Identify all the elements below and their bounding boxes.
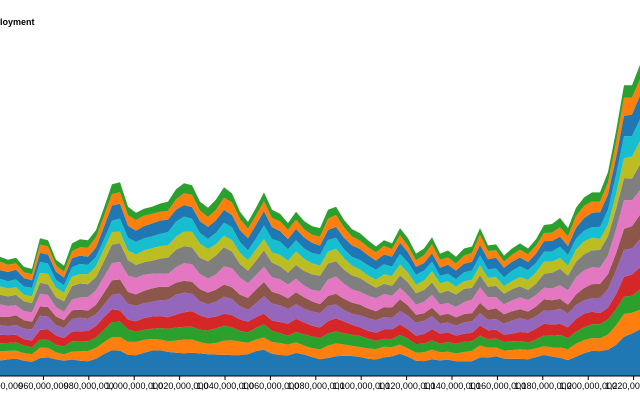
area-series-12 [0,79,640,281]
x-tick-label: 1,100,000,000 [332,381,390,391]
x-tick-label: 1,120,000,000 [378,381,436,391]
area-series-11 [0,95,640,288]
x-tick-label: 1,020,000,000 [151,381,209,391]
area-series-2 [0,309,640,362]
area-layers [0,64,640,376]
area-series-10 [0,119,640,297]
x-tick-label: 1,040,000,000 [196,381,254,391]
x-tick-label: 980,000,000 [64,381,114,391]
area-series-3 [0,289,640,355]
area-series-7 [0,190,640,322]
area-series-1 [0,329,640,376]
x-tick-label: 1,060,000,000 [242,381,300,391]
x-tick-label: 1,000,000,000 [105,381,163,391]
x-tick-label: 960,000,000 [18,381,68,391]
x-tick-label: 1,080,000,000 [287,381,345,391]
area-series-9 [0,141,640,304]
area-series-6 [0,214,640,330]
area-series-5 [0,239,640,341]
area-series-8 [0,164,640,313]
x-tick-label: 940,000,000 [0,381,23,391]
x-tick-label: 1,160,000,000 [469,381,527,391]
x-tick-label: 1,220,000,000 [605,381,640,391]
chart-title: loyment [0,17,35,27]
x-tick-label: 1,200,000,000 [559,381,617,391]
x-tick-label: 1,140,000,000 [423,381,481,391]
area-series-13 [0,64,640,275]
x-tick-label: 1,180,000,000 [514,381,572,391]
area-series-4 [0,267,640,348]
x-axis-ticks: 940,000,000960,000,000980,000,0001,000,0… [0,376,640,391]
